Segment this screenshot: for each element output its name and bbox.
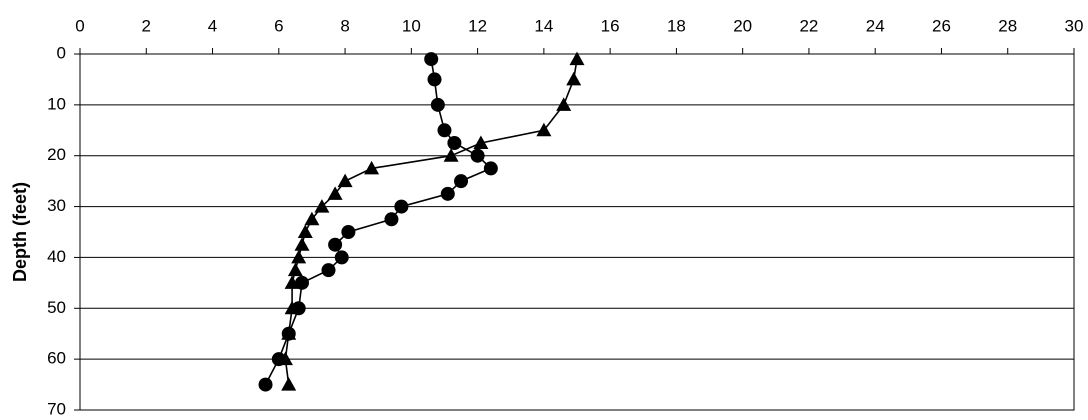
series-2-point-18: [277, 351, 293, 366]
series-1-point-11: [341, 225, 356, 239]
series-1-circle: [258, 52, 498, 392]
x-axis: 0 2 4 6 8 10 12 14 16 18 20 22 24 26 28 30: [75, 16, 1083, 54]
series-2-point-5: [443, 148, 459, 162]
x-tick-label-10: 10: [402, 16, 421, 35]
series-2-point-1: [566, 71, 582, 86]
series-2-point-0: [569, 51, 585, 66]
x-tick-label-20: 20: [733, 16, 752, 35]
x-tick-label-6: 6: [274, 16, 283, 35]
series-2-point-10: [304, 211, 320, 226]
x-tick-label-18: 18: [667, 16, 686, 35]
series-1-point-4: [447, 136, 462, 150]
x-tick-label-30: 30: [1065, 16, 1084, 35]
series-1-point-3: [437, 123, 452, 138]
series-2-point-12: [294, 237, 310, 251]
x-tick-label-4: 4: [208, 16, 217, 35]
series-2-point-3: [536, 122, 552, 137]
series-1-point-9: [394, 199, 409, 214]
y-tick-label-0: 0: [57, 43, 66, 62]
x-tick-label-16: 16: [601, 16, 620, 35]
series-2-point-13: [291, 249, 307, 264]
y-tick-label-60: 60: [47, 349, 66, 368]
series-1-point-14: [321, 263, 336, 278]
x-tick-label-22: 22: [799, 16, 818, 35]
series-2-point-6: [364, 160, 380, 175]
series-2-point-9: [314, 199, 330, 213]
series-2-point-19: [281, 377, 297, 391]
series-1-point-0: [424, 52, 439, 67]
series-2-point-4: [473, 135, 489, 149]
series-2-point-7: [337, 173, 353, 188]
x-tick-label-14: 14: [534, 16, 553, 35]
y-tick-label-70: 70: [47, 399, 66, 418]
x-tick-label-24: 24: [866, 16, 885, 35]
series-1-point-6: [483, 161, 498, 176]
horizontal-gridlines: [80, 104, 1074, 360]
series-2-point-8: [327, 186, 343, 200]
x-tick-label-8: 8: [340, 16, 349, 35]
series-2-point-14: [287, 262, 303, 277]
series-2-point-15: [284, 275, 300, 289]
series-1-point-5: [470, 148, 485, 163]
series-layer: [258, 51, 585, 392]
series-1-point-13: [334, 250, 349, 265]
series-2-point-17: [281, 326, 297, 340]
y-tick-label-50: 50: [47, 298, 66, 317]
series-2-triangle: [277, 51, 585, 391]
y-axis: 0 10 20 30 40 50 60 70: [47, 43, 80, 418]
y-tick-label-10: 10: [47, 94, 66, 113]
y-tick-label-30: 30: [47, 196, 66, 215]
y-tick-label-20: 20: [47, 145, 66, 164]
x-tick-label-26: 26: [932, 16, 951, 35]
series-2-point-11: [297, 224, 313, 238]
x-tick-label-0: 0: [75, 16, 84, 35]
x-tick-label-2: 2: [142, 16, 151, 35]
series-1-point-2: [430, 97, 445, 112]
series-1-point-8: [440, 186, 455, 201]
y-axis-title: Depth (feet): [10, 182, 30, 282]
x-tick-label-12: 12: [468, 16, 487, 35]
series-1-point-12: [328, 237, 343, 252]
plot-background: [79, 53, 1075, 411]
series-1-point-19: [258, 377, 273, 392]
series-2-point-16: [284, 300, 300, 315]
series-2-point-2: [556, 97, 572, 111]
x-tick-label-28: 28: [998, 16, 1017, 35]
series-1-point-1: [427, 72, 442, 87]
plot-area: [79, 53, 1075, 411]
y-tick-label-40: 40: [47, 247, 66, 266]
series-1-point-10: [384, 212, 399, 227]
series-1-point-15: [294, 275, 309, 290]
series-1-point-7: [454, 174, 469, 189]
